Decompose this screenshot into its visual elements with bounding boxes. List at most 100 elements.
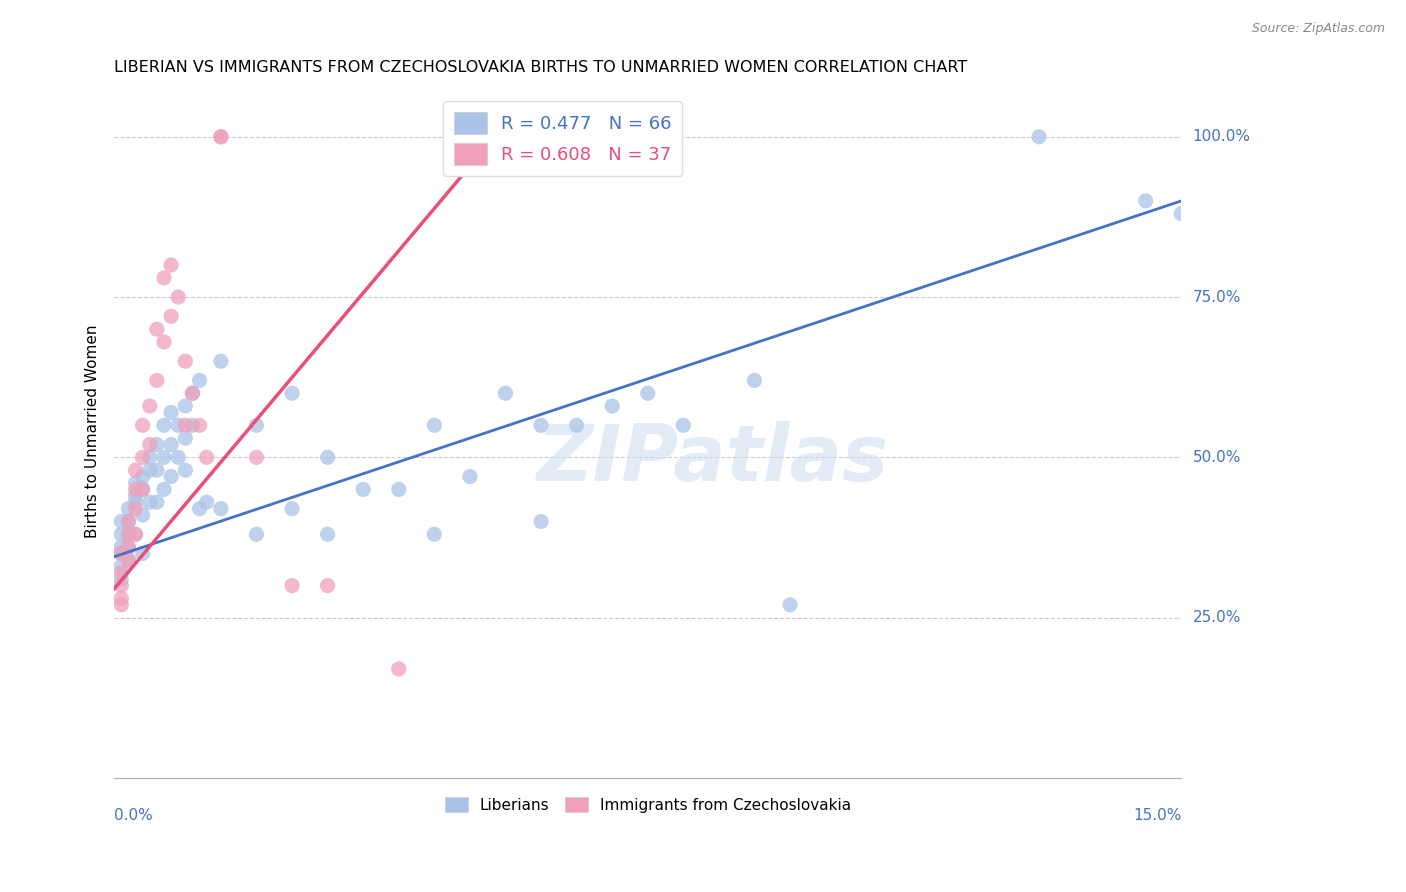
Point [188,418,211,433]
Point [423,418,446,433]
Point [174,354,197,368]
Point [110,566,132,580]
Legend: Liberians, Immigrants from Czechoslovakia: Liberians, Immigrants from Czechoslovaki… [439,790,858,819]
Point [174,463,197,477]
Point [146,495,169,509]
Point [174,399,197,413]
Point [131,469,153,483]
Point [174,431,197,445]
Point [131,547,153,561]
Point [530,418,553,433]
Text: 75.0%: 75.0% [1192,290,1240,304]
Point [167,418,190,433]
Text: Source: ZipAtlas.com: Source: ZipAtlas.com [1251,22,1385,36]
Point [281,578,304,592]
Point [174,418,197,433]
Point [1135,194,1157,208]
Point [167,450,190,465]
Point [1170,207,1192,221]
Point [352,483,374,497]
Point [779,598,801,612]
Point [316,578,339,592]
Point [153,418,176,433]
Point [245,527,267,541]
Point [209,129,232,144]
Point [209,501,232,516]
Point [160,258,183,272]
Point [110,540,132,554]
Point [131,483,153,497]
Y-axis label: Births to Unmarried Women: Births to Unmarried Women [86,325,100,539]
Point [160,437,183,451]
Point [131,418,153,433]
Point [388,483,411,497]
Point [565,418,588,433]
Point [124,527,146,541]
Point [188,373,211,387]
Point [458,469,481,483]
Point [458,129,481,144]
Point [124,501,146,516]
Point [124,495,146,509]
Point [146,322,169,336]
Text: 0.0%: 0.0% [114,808,153,823]
Point [153,334,176,349]
Point [1028,129,1050,144]
Point [195,495,218,509]
Point [388,662,411,676]
Point [110,591,132,606]
Point [110,515,132,529]
Point [117,553,139,567]
Point [139,463,162,477]
Point [110,527,132,541]
Text: 15.0%: 15.0% [1133,808,1181,823]
Point [110,598,132,612]
Point [600,399,623,413]
Point [146,373,169,387]
Point [281,501,304,516]
Point [124,475,146,490]
Point [117,527,139,541]
Point [110,547,132,561]
Point [110,578,132,592]
Point [153,270,176,285]
Text: 50.0%: 50.0% [1192,450,1240,465]
Point [110,547,132,561]
Point [139,495,162,509]
Point [495,386,517,401]
Point [110,572,132,586]
Point [131,508,153,522]
Point [117,553,139,567]
Point [110,559,132,574]
Point [181,386,204,401]
Point [139,450,162,465]
Point [146,437,169,451]
Point [153,483,176,497]
Point [117,540,139,554]
Point [124,489,146,503]
Point [146,463,169,477]
Point [316,450,339,465]
Point [245,418,267,433]
Point [124,483,146,497]
Point [316,527,339,541]
Point [423,527,446,541]
Point [209,129,232,144]
Point [117,515,139,529]
Point [117,501,139,516]
Point [209,354,232,368]
Point [124,463,146,477]
Point [188,501,211,516]
Text: 25.0%: 25.0% [1192,610,1240,625]
Point [124,527,146,541]
Point [117,527,139,541]
Point [131,450,153,465]
Point [160,469,183,483]
Point [131,483,153,497]
Point [195,450,218,465]
Point [181,418,204,433]
Point [117,515,139,529]
Point [672,418,695,433]
Point [744,373,766,387]
Text: ZIPatlas: ZIPatlas [536,421,889,498]
